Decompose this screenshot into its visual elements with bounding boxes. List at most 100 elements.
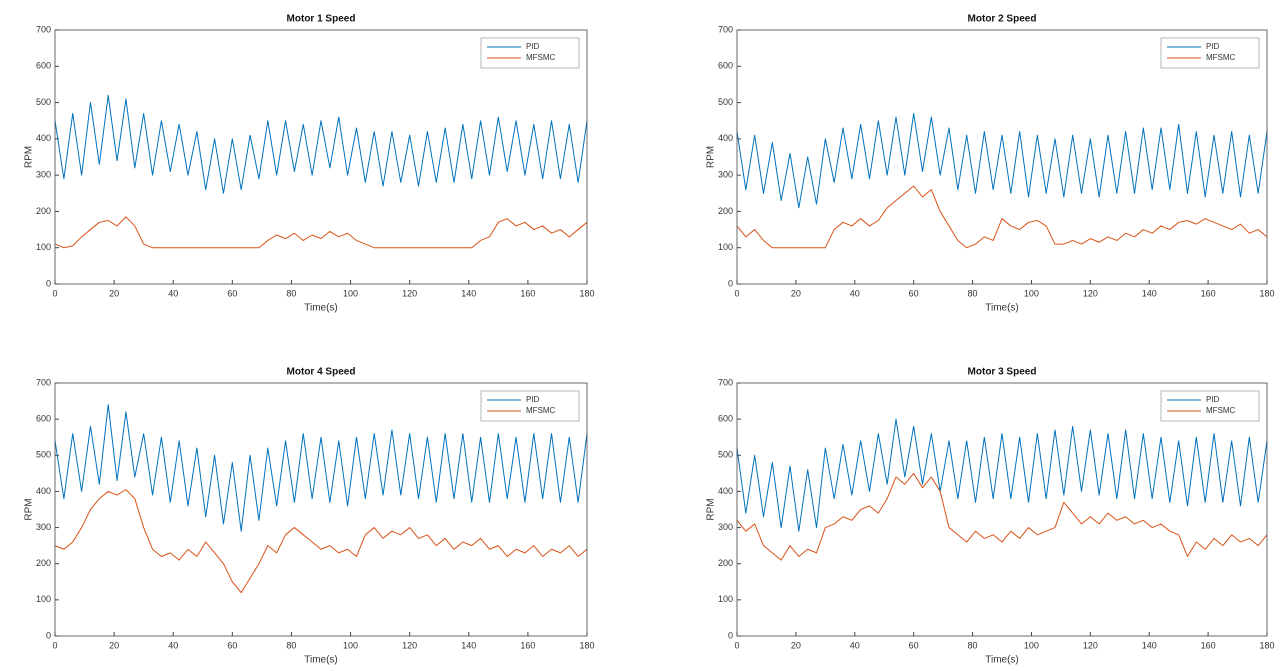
subplot: 0 100 200 300 400 500 600 700 0 20 40 60 80 100 120 140… bbox=[706, 14, 1275, 314]
series-line bbox=[736, 185, 1268, 249]
legend-label: MFSMC bbox=[526, 406, 556, 415]
y-tick-label: 400 bbox=[36, 486, 51, 496]
axes-frame bbox=[54, 382, 588, 637]
y-tick-label: 700 bbox=[718, 377, 733, 387]
y-tick-label: 600 bbox=[36, 414, 51, 424]
y-tick-label: 300 bbox=[718, 522, 733, 532]
legend-label: PID bbox=[1206, 42, 1220, 51]
chart-title: Motor 1 Speed bbox=[287, 14, 356, 25]
x-axis-label: Time(s) bbox=[985, 303, 1019, 314]
y-tick-label: 400 bbox=[718, 133, 733, 143]
x-axis-label: Time(s) bbox=[985, 655, 1019, 666]
plot-area bbox=[55, 30, 587, 284]
x-tick-label: 0 bbox=[52, 288, 57, 298]
y-axis-label: RPM bbox=[24, 498, 35, 520]
x-tick-label: 180 bbox=[1259, 640, 1274, 650]
legend-label: PID bbox=[526, 395, 540, 404]
y-tick-label: 200 bbox=[718, 558, 733, 568]
y-tick-label: 700 bbox=[36, 377, 51, 387]
x-tick-label: 100 bbox=[1024, 288, 1039, 298]
y-axis-label: RPM bbox=[24, 146, 35, 168]
y-tick-label: 200 bbox=[36, 206, 51, 216]
series-line bbox=[736, 418, 1268, 532]
y-tick-label: 500 bbox=[718, 450, 733, 460]
x-tick-label: 80 bbox=[968, 288, 978, 298]
axes-frame bbox=[736, 382, 1268, 637]
y-tick-label: 400 bbox=[36, 133, 51, 143]
y-tick-label: 200 bbox=[718, 206, 733, 216]
y-tick-label: 200 bbox=[36, 558, 51, 568]
y-tick-label: 0 bbox=[728, 630, 733, 640]
y-tick-label: 100 bbox=[718, 242, 733, 252]
y-tick-label: 500 bbox=[718, 97, 733, 107]
x-axis-label: Time(s) bbox=[304, 303, 338, 314]
y-tick-label: 600 bbox=[718, 61, 733, 71]
series-line bbox=[54, 94, 588, 194]
legend-box bbox=[1160, 390, 1260, 422]
series-line bbox=[736, 112, 1268, 209]
x-tick-label: 0 bbox=[734, 640, 739, 650]
x-tick-label: 120 bbox=[402, 640, 417, 650]
x-tick-label: 100 bbox=[343, 640, 358, 650]
y-tick-label: 100 bbox=[36, 242, 51, 252]
y-tick-label: 500 bbox=[36, 450, 51, 460]
series-line bbox=[736, 472, 1268, 561]
subplot: 0 100 200 300 400 500 600 700 0 20 40 60 80 100 120 140… bbox=[24, 14, 595, 314]
x-tick-label: 160 bbox=[1201, 288, 1216, 298]
x-tick-label: 100 bbox=[343, 288, 358, 298]
x-tick-label: 0 bbox=[52, 640, 57, 650]
legend-box bbox=[480, 390, 580, 422]
y-tick-label: 300 bbox=[36, 522, 51, 532]
x-tick-label: 160 bbox=[520, 640, 535, 650]
plot-area bbox=[737, 383, 1267, 636]
legend-box bbox=[480, 37, 580, 69]
series-line bbox=[54, 404, 588, 532]
legend-label: PID bbox=[1206, 395, 1220, 404]
subplot: 0 100 200 300 400 500 600 700 0 20 40 60 80 100 120 140… bbox=[706, 367, 1275, 666]
y-tick-label: 500 bbox=[36, 97, 51, 107]
y-tick-label: 700 bbox=[718, 24, 733, 34]
x-tick-label: 160 bbox=[1201, 640, 1216, 650]
x-tick-label: 140 bbox=[1142, 288, 1157, 298]
y-tick-label: 0 bbox=[46, 278, 51, 288]
y-tick-label: 400 bbox=[718, 486, 733, 496]
x-tick-label: 40 bbox=[168, 288, 178, 298]
legend-label: PID bbox=[526, 42, 540, 51]
x-tick-label: 20 bbox=[109, 288, 119, 298]
chart-title: Motor 3 Speed bbox=[968, 367, 1037, 378]
series-line bbox=[54, 489, 588, 594]
x-tick-label: 100 bbox=[1024, 640, 1039, 650]
x-tick-label: 80 bbox=[968, 640, 978, 650]
plot-area bbox=[737, 30, 1267, 284]
plot-area bbox=[55, 383, 587, 636]
x-tick-label: 140 bbox=[1142, 640, 1157, 650]
x-tick-label: 20 bbox=[791, 288, 801, 298]
x-tick-label: 60 bbox=[909, 640, 919, 650]
legend-label: MFSMC bbox=[1206, 406, 1236, 415]
x-tick-label: 60 bbox=[227, 288, 237, 298]
x-tick-label: 180 bbox=[579, 288, 594, 298]
x-tick-label: 160 bbox=[520, 288, 535, 298]
legend-box bbox=[1160, 37, 1260, 69]
x-axis-label: Time(s) bbox=[304, 655, 338, 666]
x-tick-label: 140 bbox=[461, 288, 476, 298]
y-tick-label: 100 bbox=[36, 594, 51, 604]
x-tick-label: 40 bbox=[168, 640, 178, 650]
x-tick-label: 20 bbox=[109, 640, 119, 650]
x-tick-label: 60 bbox=[909, 288, 919, 298]
x-tick-label: 120 bbox=[1083, 640, 1098, 650]
y-tick-label: 300 bbox=[718, 170, 733, 180]
x-tick-label: 0 bbox=[734, 288, 739, 298]
y-axis-label: RPM bbox=[706, 498, 717, 520]
y-tick-label: 700 bbox=[36, 24, 51, 34]
series-line bbox=[54, 216, 588, 249]
y-tick-label: 0 bbox=[728, 278, 733, 288]
x-tick-label: 120 bbox=[1083, 288, 1098, 298]
x-tick-label: 60 bbox=[227, 640, 237, 650]
x-tick-label: 20 bbox=[791, 640, 801, 650]
y-tick-label: 600 bbox=[36, 61, 51, 71]
x-tick-label: 180 bbox=[1259, 288, 1274, 298]
y-axis-label: RPM bbox=[706, 146, 717, 168]
legend-label: MFSMC bbox=[1206, 53, 1236, 62]
